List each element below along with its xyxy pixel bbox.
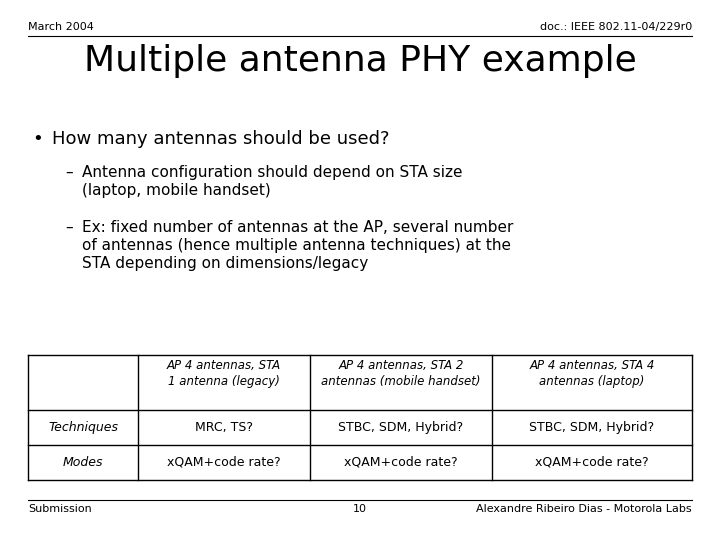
Text: 10: 10	[353, 504, 367, 514]
Text: Ex: fixed number of antennas at the AP, several number: Ex: fixed number of antennas at the AP, …	[82, 220, 513, 235]
Text: STBC, SDM, Hybrid?: STBC, SDM, Hybrid?	[529, 421, 654, 434]
Text: How many antennas should be used?: How many antennas should be used?	[52, 130, 390, 148]
Text: –: –	[65, 220, 73, 235]
Text: xQAM+code rate?: xQAM+code rate?	[344, 456, 458, 469]
Text: Modes: Modes	[63, 456, 103, 469]
Text: •: •	[32, 130, 42, 148]
Text: STA depending on dimensions/legacy: STA depending on dimensions/legacy	[82, 256, 368, 271]
Text: MRC, TS?: MRC, TS?	[195, 421, 253, 434]
Text: (laptop, mobile handset): (laptop, mobile handset)	[82, 183, 271, 198]
Text: xQAM+code rate?: xQAM+code rate?	[535, 456, 649, 469]
Text: Multiple antenna PHY example: Multiple antenna PHY example	[84, 44, 636, 78]
Text: doc.: IEEE 802.11-04/229r0: doc.: IEEE 802.11-04/229r0	[540, 22, 692, 32]
Text: AP 4 antennas, STA
1 antenna (legacy): AP 4 antennas, STA 1 antenna (legacy)	[167, 359, 281, 388]
Text: xQAM+code rate?: xQAM+code rate?	[167, 456, 281, 469]
Text: STBC, SDM, Hybrid?: STBC, SDM, Hybrid?	[338, 421, 464, 434]
Text: Antenna configuration should depend on STA size: Antenna configuration should depend on S…	[82, 165, 462, 180]
Text: AP 4 antennas, STA 4
antennas (laptop): AP 4 antennas, STA 4 antennas (laptop)	[529, 359, 654, 388]
Text: Alexandre Ribeiro Dias - Motorola Labs: Alexandre Ribeiro Dias - Motorola Labs	[477, 504, 692, 514]
Text: –: –	[65, 165, 73, 180]
Text: March 2004: March 2004	[28, 22, 94, 32]
Text: Techniques: Techniques	[48, 421, 118, 434]
Text: Submission: Submission	[28, 504, 91, 514]
Text: AP 4 antennas, STA 2
antennas (mobile handset): AP 4 antennas, STA 2 antennas (mobile ha…	[321, 359, 481, 388]
Text: of antennas (hence multiple antenna techniques) at the: of antennas (hence multiple antenna tech…	[82, 238, 511, 253]
